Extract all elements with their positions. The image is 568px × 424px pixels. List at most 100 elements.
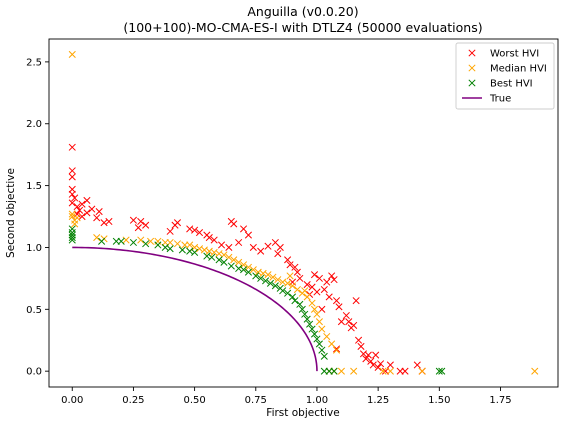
plot-frame: [48, 38, 559, 388]
best-hvi-point: [438, 367, 446, 375]
x-tick-label: 1.25: [367, 395, 389, 406]
median-hvi-point: [337, 367, 345, 375]
worst-hvi-point: [286, 261, 294, 269]
median-hvi-point: [73, 214, 81, 222]
worst-hvi-point: [137, 217, 145, 226]
median-hvi-point: [200, 246, 208, 254]
legend-label-true: True: [489, 94, 511, 105]
best-hvi-point: [154, 241, 162, 249]
median-hvi-point: [215, 250, 223, 258]
best-hvi-point: [239, 266, 248, 274]
worst-hvi-point: [291, 263, 299, 271]
worst-hvi-point: [374, 363, 382, 372]
worst-hvi-point: [105, 217, 113, 226]
worst-hvi-point: [73, 203, 81, 211]
worst-hvi-point: [401, 367, 409, 375]
median-hvi-point: [173, 240, 182, 248]
worst-hvi-point: [320, 285, 328, 294]
worst-hvi-point: [257, 247, 265, 255]
best-hvi-point: [244, 268, 252, 276]
median-hvi-point: [137, 236, 145, 244]
x-tick-label: 1.75: [489, 395, 511, 406]
median-hvi-point: [71, 220, 79, 228]
best-hvi-point: [306, 320, 314, 328]
y-tick-label: 0.5: [26, 305, 42, 316]
worst-hvi-point: [323, 278, 331, 286]
worst-hvi-point: [71, 194, 79, 202]
y-tick-label: 1.5: [26, 181, 42, 192]
best-hvi-point: [235, 264, 243, 273]
median-hvi-point: [303, 293, 311, 301]
best-hvi-point: [318, 346, 326, 354]
y-tick-label: 2.0: [26, 119, 42, 130]
x-tick-label: 1.00: [306, 395, 328, 406]
worst-hvi-point: [357, 342, 365, 350]
median-hvi-point: [418, 367, 426, 375]
worst-hvi-point: [296, 274, 304, 282]
median-hvi-point: [68, 50, 76, 59]
worst-hvi-point: [355, 336, 363, 344]
best-hvi-point: [296, 300, 304, 308]
worst-hvi-point: [328, 272, 336, 280]
best-hvi-point: [68, 236, 76, 244]
best-hvi-point: [313, 335, 321, 343]
worst-hvi-point: [166, 227, 174, 235]
worst-hvi-point: [134, 224, 142, 232]
median-hvi-point: [323, 332, 331, 341]
best-hvi-point: [320, 352, 328, 360]
median-hvi-point: [350, 367, 358, 375]
worst-hvi-point: [83, 209, 91, 217]
median-hvi-point: [286, 272, 294, 280]
best-hvi-point: [284, 289, 292, 297]
y-axis-label: Second objective: [5, 168, 17, 258]
worst-hvi-point: [303, 281, 311, 289]
worst-hvi-point: [191, 226, 199, 234]
median-hvi-point: [288, 282, 297, 290]
best-hvi-point: [68, 234, 76, 242]
best-hvi-point: [129, 238, 137, 247]
x-tick-label: 0.00: [61, 395, 83, 406]
median-hvi-point: [154, 237, 162, 245]
y-axis: 0.0 0.5 1.0 1.5 2.0 2.5: [26, 57, 49, 378]
worst-hvi-point: [195, 229, 204, 237]
best-hvi-point: [266, 279, 275, 287]
worst-hvi-point: [345, 318, 353, 326]
y-tick-label: 1.0: [26, 243, 42, 254]
worst-hvi-point: [68, 167, 76, 175]
best-hvi-point: [291, 297, 299, 305]
worst-hvi-point: [352, 297, 360, 305]
x-tick-label: 0.25: [122, 395, 144, 406]
legend-swatch-best-hvi: [468, 79, 476, 87]
worst-hvi-point: [173, 219, 182, 227]
worst-hvi-point: [225, 243, 233, 252]
median-hvi-point: [186, 241, 194, 249]
best-hvi-point: [161, 243, 169, 252]
worst-hvi-point: [129, 216, 137, 224]
worst-hvi-point: [205, 234, 213, 242]
worst-hvi-point: [315, 274, 323, 282]
legend: Worst HVI Median HVI Best HVI True: [455, 42, 555, 110]
median-hvi-point: [249, 266, 257, 274]
best-hvi-point: [257, 274, 265, 282]
median-hvi-point: [328, 340, 336, 348]
worst-hvi-point: [210, 236, 218, 244]
median-hvi-point: [318, 325, 326, 333]
worst-hvi-point: [330, 276, 338, 284]
best-hvi-point: [303, 315, 311, 323]
worst-hvi-point: [369, 361, 377, 369]
worst-hvi-point: [83, 196, 91, 204]
worst-hvi-point: [217, 241, 226, 249]
worst-hvi-point: [230, 220, 238, 228]
median-hvi-point: [230, 256, 238, 264]
worst-hvi-point: [335, 303, 343, 311]
best-hvi-point: [220, 258, 228, 266]
median-hvi-point: [122, 236, 130, 244]
worst-hvi-point: [249, 243, 257, 252]
best-hvi-point: [191, 248, 199, 256]
best-hvi-point: [227, 262, 235, 270]
worst-hvi-point: [274, 250, 282, 258]
worst-hvi-point: [239, 225, 248, 233]
legend-swatch-median-hvi: [468, 64, 476, 72]
worst-hvi-point: [372, 351, 380, 359]
worst-hvi-point: [95, 208, 103, 216]
